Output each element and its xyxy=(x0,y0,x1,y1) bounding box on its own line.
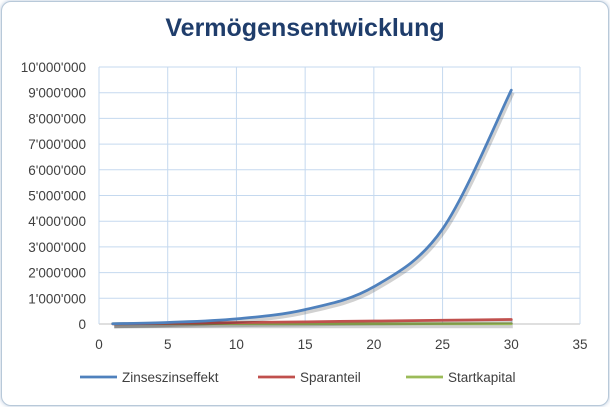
chart-title: Vermögensentwicklung xyxy=(165,14,445,42)
x-tick-label: 30 xyxy=(504,337,519,352)
x-tick-label: 10 xyxy=(229,337,244,352)
legend-label: Sparanteil xyxy=(300,370,361,385)
x-tick-label: 5 xyxy=(164,337,172,352)
legend: Zinseszinseffekt Sparanteil Startkapital xyxy=(80,370,516,385)
x-tick-label: 15 xyxy=(298,337,313,352)
y-tick-label: 9'000'000 xyxy=(28,86,86,101)
y-axis-ticks: 0 1'000'000 2'000'000 3'000'000 4'000'000 5'0… xyxy=(21,60,86,332)
x-tick-label: 0 xyxy=(95,337,103,352)
y-tick-label: 1'000'000 xyxy=(28,291,86,306)
y-tick-label: 8'000'000 xyxy=(28,111,86,126)
y-tick-label: 7'000'000 xyxy=(28,137,86,152)
series-line-shadow xyxy=(114,320,513,329)
y-tick-label: 6'000'000 xyxy=(28,163,86,178)
x-tick-label: 25 xyxy=(435,337,450,352)
y-tick-label: 3'000'000 xyxy=(28,240,86,255)
grid-lines xyxy=(98,66,581,325)
series-line-shadow xyxy=(114,91,515,329)
x-axis-ticks: 0 5 10 15 20 25 30 35 xyxy=(95,337,587,352)
series-lines xyxy=(111,88,515,329)
series-line xyxy=(111,88,513,326)
y-tick-label: 2'000'000 xyxy=(28,266,86,281)
legend-label: Startkapital xyxy=(448,370,516,385)
legend-label: Zinseszinseffekt xyxy=(122,370,219,385)
x-tick-label: 20 xyxy=(366,337,381,352)
y-tick-label: 0 xyxy=(78,317,86,332)
y-tick-label: 4'000'000 xyxy=(28,214,86,229)
y-tick-label: 5'000'000 xyxy=(28,189,86,204)
y-tick-label: 10'000'000 xyxy=(21,60,86,75)
x-tick-label: 35 xyxy=(572,337,587,352)
